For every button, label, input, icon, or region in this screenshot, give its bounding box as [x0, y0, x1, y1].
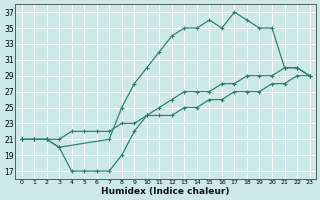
X-axis label: Humidex (Indice chaleur): Humidex (Indice chaleur) — [101, 187, 230, 196]
